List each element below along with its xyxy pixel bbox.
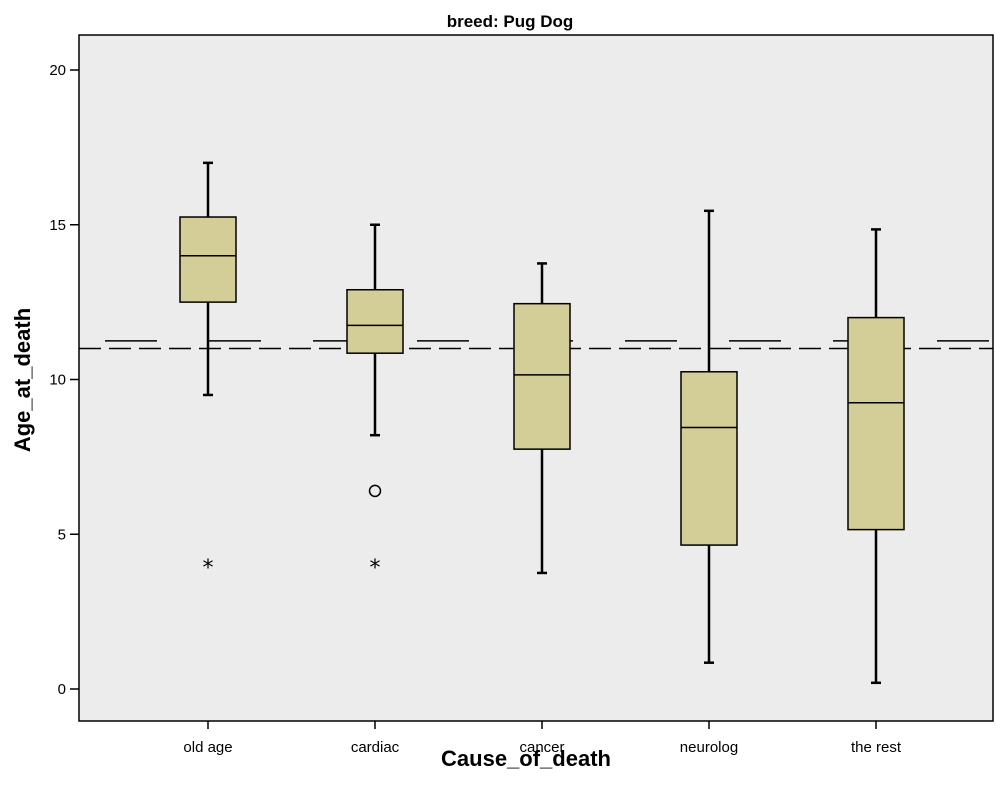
y-tick-label: 0 <box>58 681 66 698</box>
x-tick-label: the rest <box>851 739 902 756</box>
extreme-point: * <box>203 556 214 581</box>
x-tick-label: neurolog <box>680 739 738 756</box>
y-tick-label: 10 <box>49 372 66 389</box>
y-tick-label: 20 <box>49 62 66 79</box>
iqr-box <box>513 302 571 450</box>
x-axis-title: Cause_of_death <box>441 746 611 771</box>
box-cardiac: * <box>346 223 404 581</box>
iqr-box <box>346 288 404 354</box>
box-neurolog <box>680 209 738 664</box>
y-axis: 0 5 10 15 20 <box>49 62 79 698</box>
x-tick-label: cardiac <box>351 739 400 756</box>
y-axis-title: Age_at_death <box>10 308 35 452</box>
chart-title: breed: Pug Dog <box>447 12 574 31</box>
x-tick-label: cancer <box>519 739 564 756</box>
box-plot-series: * * <box>179 161 905 685</box>
x-axis: old age cardiac cancer neurolog the rest <box>183 721 902 756</box>
iqr-box <box>847 316 905 531</box>
iqr-box <box>680 371 738 546</box>
box-old-age: * <box>179 161 237 581</box>
x-tick-label: old age <box>183 739 232 756</box>
iqr-box <box>179 216 237 303</box>
box-cancer <box>513 262 571 575</box>
box-the-rest <box>847 228 905 685</box>
y-tick-label: 15 <box>49 217 66 234</box>
extreme-point: * <box>370 556 381 581</box>
y-tick-label: 5 <box>58 526 66 543</box>
outlier-point <box>368 484 382 498</box>
